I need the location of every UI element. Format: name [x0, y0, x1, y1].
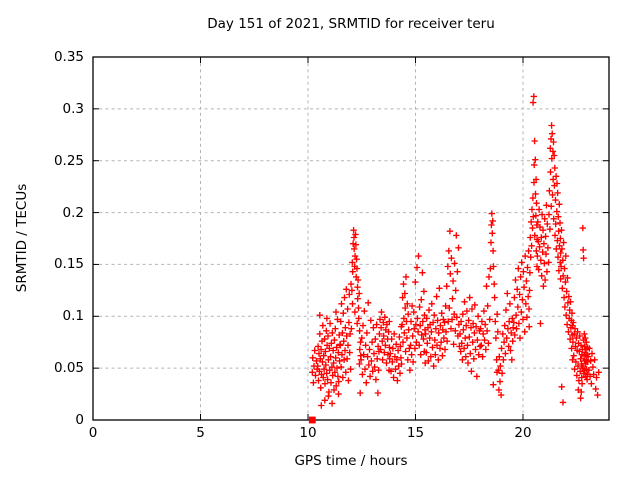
chart-title: Day 151 of 2021, SRMTID for receiver ter… [207, 16, 495, 32]
x-tick-label: 15 [406, 425, 425, 441]
y-tick-label: 0.2 [62, 204, 84, 221]
y-tick-label: 0 [75, 412, 84, 428]
y-tick-label: 0.3 [62, 100, 84, 117]
y-tick-label: 0.15 [53, 256, 84, 273]
y-tick-label: 0.35 [53, 49, 84, 65]
square-marker [308, 416, 316, 424]
plot-border [92, 56, 610, 421]
x-tick-label: 5 [196, 425, 205, 441]
y-tick-label: 0.25 [53, 152, 84, 169]
y-tick-label: 0.1 [62, 308, 84, 325]
x-tick-label: 0 [88, 425, 98, 441]
x-axis-label: GPS time / hours [294, 453, 408, 469]
scatter-plus-markers [309, 93, 602, 409]
y-tick-label: 0.05 [53, 360, 84, 377]
x-tick-label: 20 [514, 425, 532, 441]
x-tick-label: 10 [299, 425, 317, 441]
